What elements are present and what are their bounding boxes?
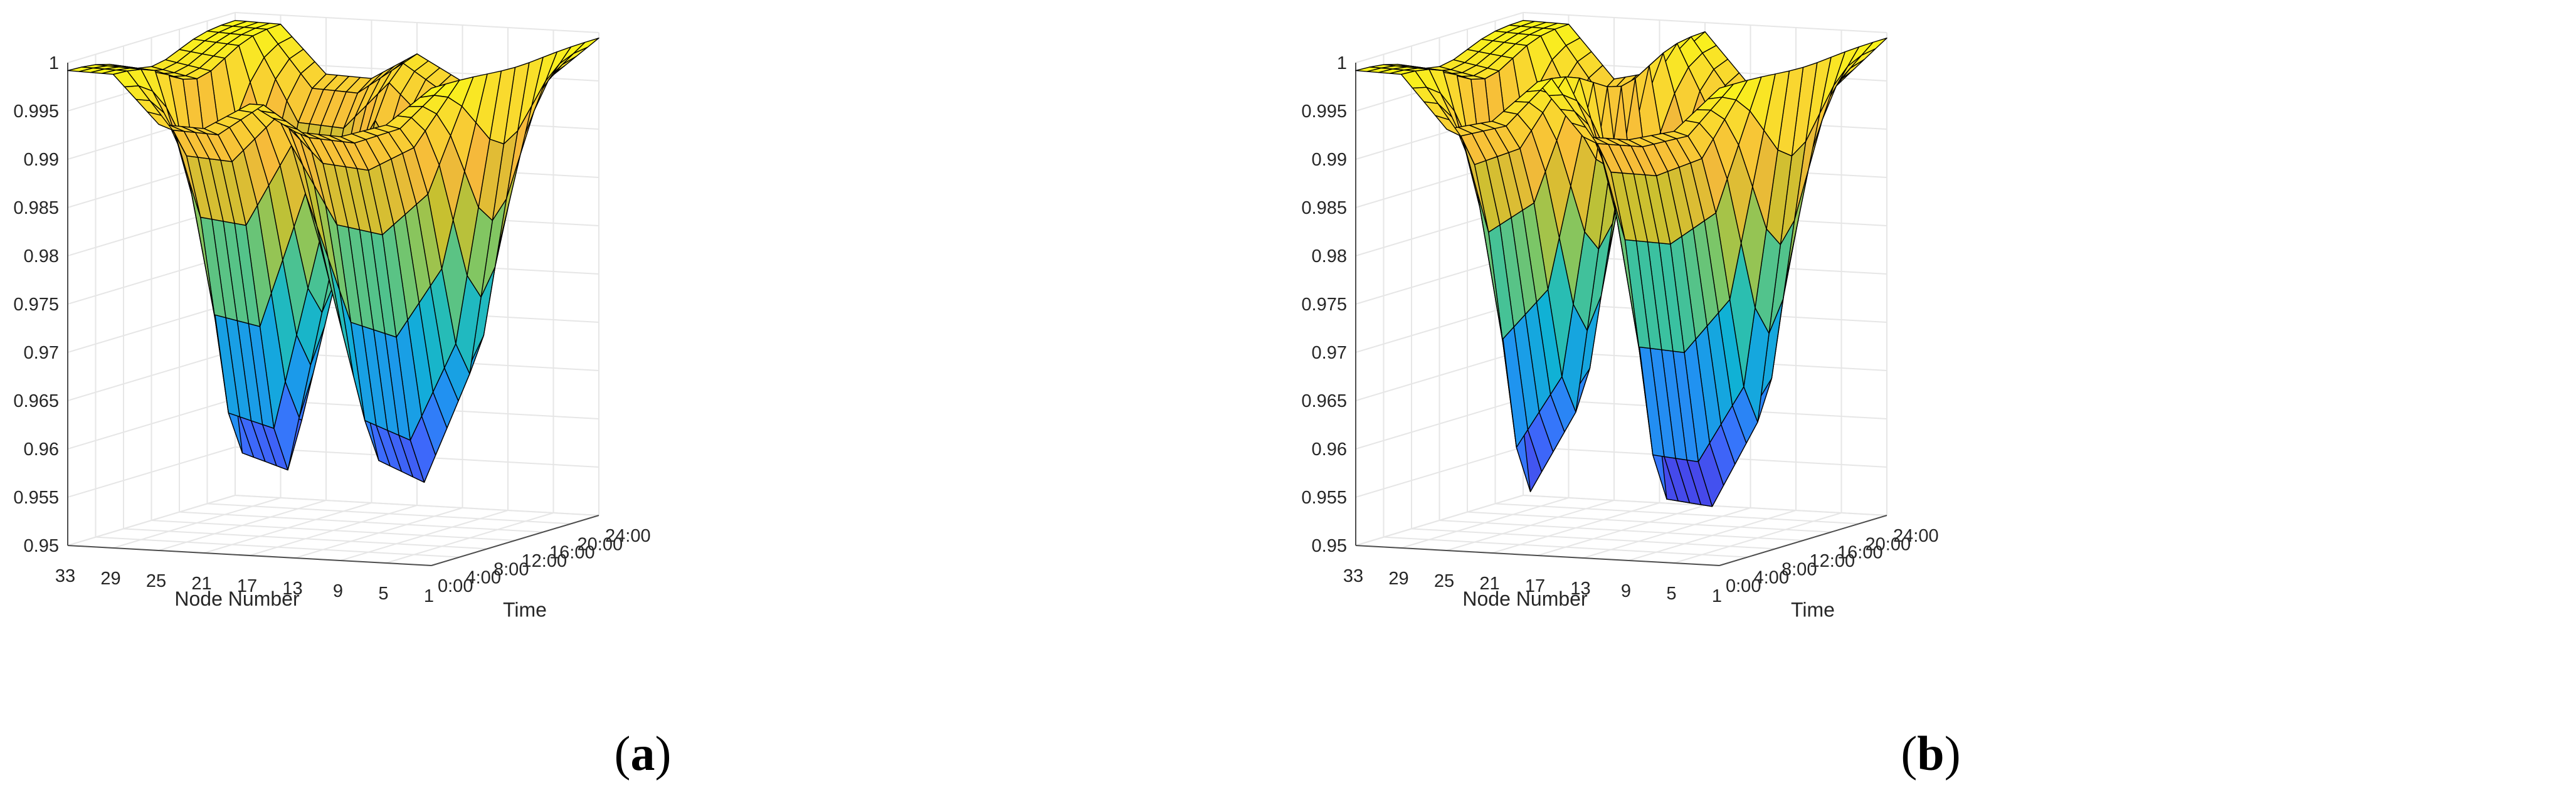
z-tick-label: 1 <box>1337 53 1347 73</box>
z-tick-label: 0.985 <box>13 198 59 218</box>
y-tick-label: 8:00 <box>1782 559 1817 579</box>
z-tick-label: 0.975 <box>13 295 59 315</box>
y-tick-label: 12:00 <box>1810 551 1855 571</box>
z-tick-label: 0.99 <box>1312 150 1347 170</box>
z-tick-label: 0.995 <box>1301 102 1347 122</box>
caption-open-paren: ( <box>1901 726 1917 781</box>
x-tick-label: 5 <box>1666 584 1676 604</box>
x-tick-label: 1 <box>1712 586 1722 606</box>
floor-gridline <box>123 528 488 550</box>
x-tick-label: 21 <box>191 574 211 594</box>
x-tick-label: 13 <box>1570 579 1590 599</box>
x-tick-label: 17 <box>1525 576 1545 596</box>
z-tick-label: 0.985 <box>1301 198 1347 218</box>
z-tick-label: 1 <box>49 53 59 73</box>
x-tick-label: 33 <box>1343 566 1363 586</box>
surface-patch <box>1355 66 1382 72</box>
floor-gridline <box>235 495 599 516</box>
floor-gridline <box>1467 511 1832 533</box>
caption-letter: b <box>1917 726 1944 781</box>
y-tick-label: 20:00 <box>578 534 623 554</box>
y-tick-label: 0:00 <box>1726 576 1761 596</box>
y-tick-label: 4:00 <box>1754 568 1789 588</box>
y-axis-label: Time <box>1791 598 1835 621</box>
y-axis-line <box>431 515 599 566</box>
voltage-surface <box>67 19 599 483</box>
x-tick-label: 13 <box>282 579 302 599</box>
z-tick-label: 0.995 <box>13 102 59 122</box>
x-tick-label: 29 <box>100 569 120 589</box>
y-tick-label: 12:00 <box>522 551 567 571</box>
floor-gridline <box>151 520 515 541</box>
y-tick-label: 8:00 <box>494 559 529 579</box>
floor-gridline <box>1439 520 1803 541</box>
panel-caption: (b) <box>1901 726 1960 781</box>
y-tick-label: 0:00 <box>438 576 473 596</box>
surface-chart-a: 0.95 0.955 0.96 0.965 0.97 0.975 0.98 0.985 0.99… <box>13 12 672 781</box>
z-tick-label: 0.96 <box>1312 440 1347 460</box>
z-tick-label: 0.98 <box>1312 246 1347 266</box>
floor-gridline <box>1383 536 1748 558</box>
floor-gridline <box>1495 503 1859 525</box>
caption-close-paren: ) <box>1945 726 1961 781</box>
z-tick-label: 0.97 <box>24 343 59 363</box>
z-tick-label: 0.98 <box>24 246 59 266</box>
z-tick-label: 0.965 <box>1301 391 1347 411</box>
floor-gridline <box>95 536 460 558</box>
y-tick-label: 16:00 <box>1837 543 1883 563</box>
voltage-surface <box>1355 19 1887 507</box>
x-tick-label: 5 <box>378 584 388 604</box>
y-axis-label: Time <box>503 598 547 621</box>
z-tick-label: 0.97 <box>1312 343 1347 363</box>
axis-lines <box>67 63 599 566</box>
surface-chart-b: 0.95 0.955 0.96 0.965 0.97 0.975 0.98 0.985 0.99… <box>1301 12 1961 781</box>
x-tick-label: 33 <box>55 566 75 586</box>
floor-gridline <box>207 503 571 525</box>
x-tick-label: 25 <box>146 571 166 591</box>
panel-b: 0.95 0.955 0.96 0.965 0.97 0.975 0.98 0.985 0.99… <box>1288 0 2576 795</box>
z-tick-label: 0.95 <box>24 536 59 556</box>
y-axis-line <box>1719 515 1887 566</box>
z-tick-label: 0.955 <box>13 488 59 508</box>
z-tick-label: 0.975 <box>1301 295 1347 315</box>
x-tick-label: 1 <box>424 586 434 606</box>
y-tick-label: 16:00 <box>549 543 595 563</box>
x-axis-label: Node Number <box>1462 587 1588 610</box>
y-tick-label: 24:00 <box>1893 526 1939 546</box>
x-tick-label: 25 <box>1434 571 1454 591</box>
z-tick-label: 0.95 <box>1312 536 1347 556</box>
z-tick-label: 0.955 <box>1301 488 1347 508</box>
z-tick-label: 0.99 <box>24 150 59 170</box>
x-tick-label: 29 <box>1388 569 1408 589</box>
panel-a: 0.95 0.955 0.96 0.965 0.97 0.975 0.98 0.985 0.99… <box>13 12 672 781</box>
x-axis-line <box>67 545 432 566</box>
x-tick-label: 9 <box>333 581 343 601</box>
panel-caption: (a) <box>615 726 672 781</box>
caption-open-paren: ( <box>615 726 631 781</box>
floor-gridline <box>179 511 544 533</box>
y-tick-label: 4:00 <box>466 568 501 588</box>
surface-patch <box>67 66 94 72</box>
x-axis-label: Node Number <box>174 587 300 610</box>
z-tick-label: 0.96 <box>24 440 59 460</box>
y-tick-label: 24:00 <box>605 526 651 546</box>
axis-lines <box>1355 63 1887 566</box>
y-tick-label: 20:00 <box>1866 534 1911 554</box>
floor-gridline <box>1411 528 1776 550</box>
caption-close-paren: ) <box>655 726 672 781</box>
x-tick-label: 17 <box>237 576 257 596</box>
caption-letter: a <box>631 726 655 781</box>
x-tick-label: 21 <box>1479 574 1499 594</box>
x-axis-line <box>1355 545 1720 566</box>
x-tick-label: 9 <box>1621 581 1631 601</box>
z-tick-label: 0.965 <box>13 391 59 411</box>
